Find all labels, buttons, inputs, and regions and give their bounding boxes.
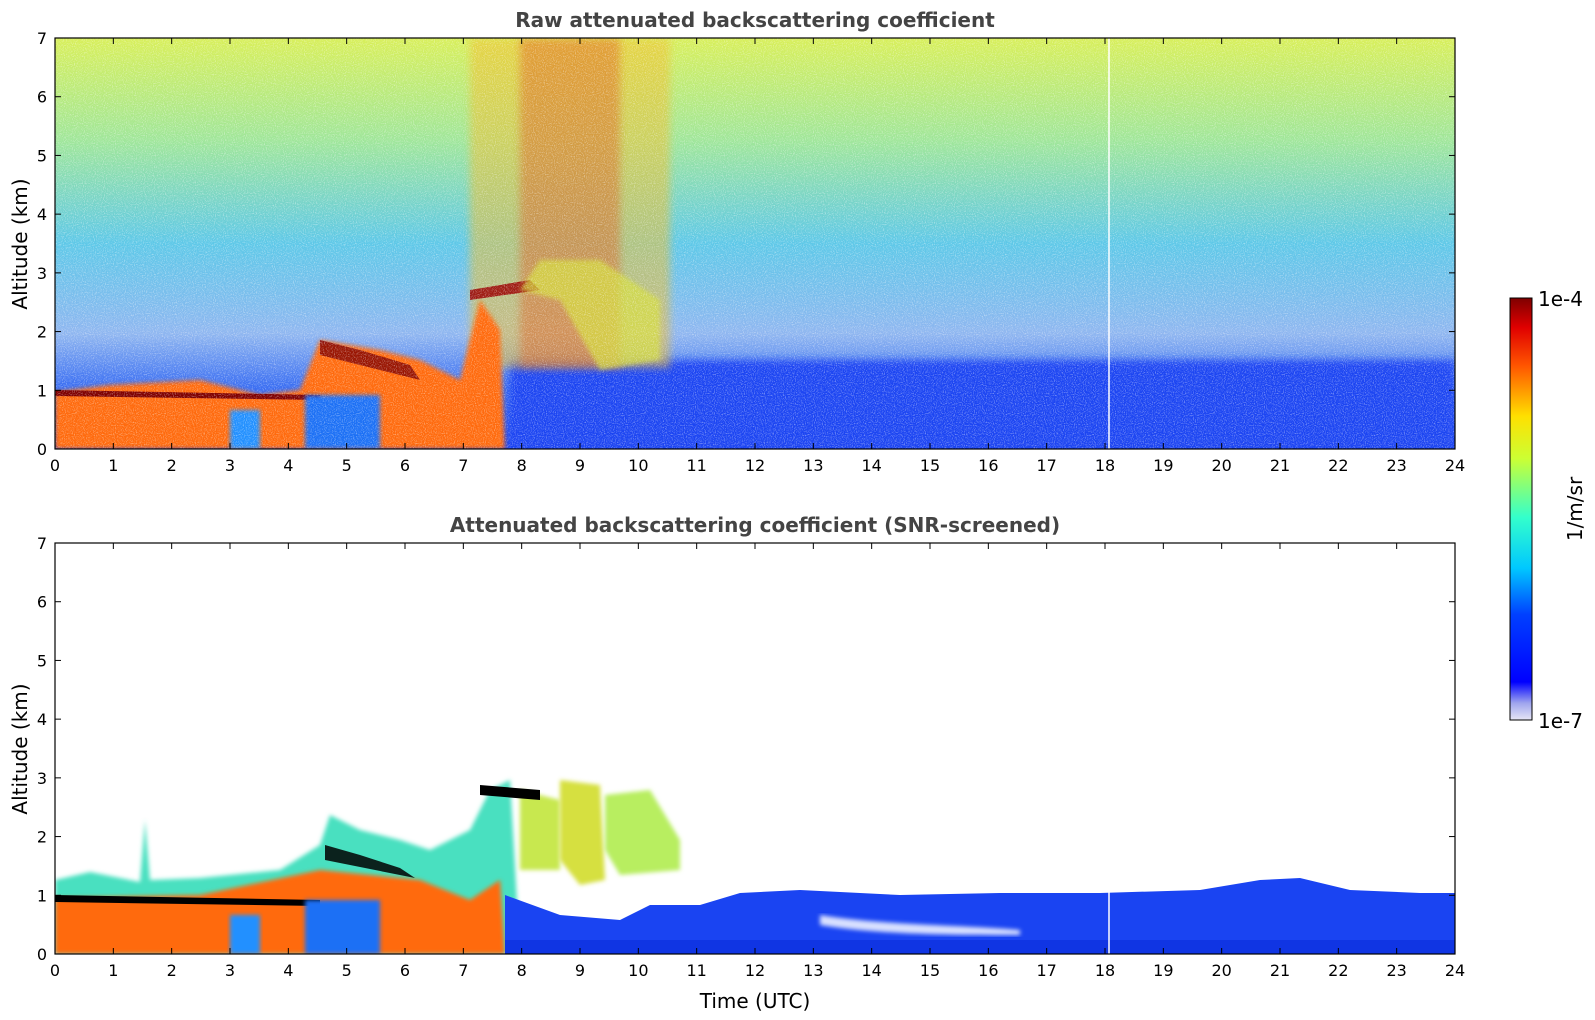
bottom-chart-title: Attenuated backscattering coefficient (S… — [450, 513, 1060, 537]
y-tick-label: 0 — [37, 440, 47, 459]
y-tick-label: 4 — [37, 710, 47, 729]
x-tick-label: 10 — [628, 456, 648, 475]
x-tick-label: 4 — [283, 456, 293, 475]
x-tick-label: 1 — [108, 961, 118, 980]
y-tick-label: 7 — [37, 29, 47, 48]
top-chart-x-axis: 0 1 2 3 4 5 6 7 8 9 10 11 12 13 14 15 16 17 18 19 20 21 22 23 24 — [50, 38, 1465, 475]
x-tick-label: 13 — [803, 961, 823, 980]
colorbar-units-label: 1/m/sr — [1563, 476, 1587, 541]
y-tick-label: 1 — [37, 381, 47, 400]
x-tick-label: 2 — [167, 961, 177, 980]
x-tick-label: 4 — [283, 961, 293, 980]
bottom-chart-heatmap — [55, 543, 1455, 954]
x-tick-label: 17 — [1036, 961, 1056, 980]
x-tick-label: 19 — [1153, 961, 1173, 980]
x-tick-label: 12 — [745, 961, 765, 980]
colorbar: 1e-4 1e-7 1/m/sr — [1509, 287, 1587, 733]
bottom-chart-xlabel: Time (UTC) — [699, 989, 811, 1013]
x-tick-label: 15 — [920, 961, 940, 980]
x-tick-label: 9 — [575, 961, 585, 980]
x-tick-label: 23 — [1386, 456, 1406, 475]
x-tick-label: 9 — [575, 456, 585, 475]
colorbar-min-label: 1e-7 — [1538, 709, 1583, 733]
colorbar-max-label: 1e-4 — [1538, 287, 1583, 311]
x-tick-label: 11 — [686, 961, 706, 980]
x-tick-label: 22 — [1328, 961, 1348, 980]
colorbar-gradient — [1509, 297, 1533, 721]
y-tick-label: 1 — [37, 886, 47, 905]
x-tick-label: 20 — [1211, 961, 1231, 980]
y-tick-label: 6 — [37, 593, 47, 612]
x-tick-label: 8 — [517, 961, 527, 980]
x-tick-label: 7 — [458, 961, 468, 980]
y-tick-label: 7 — [37, 534, 47, 553]
x-tick-label: 6 — [400, 961, 410, 980]
x-tick-label: 23 — [1386, 961, 1406, 980]
x-tick-label: 11 — [686, 456, 706, 475]
x-tick-label: 5 — [342, 961, 352, 980]
bottom-chart-x-axis: 0 1 2 3 4 5 6 7 8 9 10 11 12 13 14 15 16 17 18 19 20 21 22 23 24 — [50, 543, 1465, 980]
x-tick-label: 17 — [1036, 456, 1056, 475]
x-tick-label: 13 — [803, 456, 823, 475]
x-tick-label: 12 — [745, 456, 765, 475]
x-tick-label: 3 — [225, 456, 235, 475]
x-tick-label: 21 — [1270, 961, 1290, 980]
y-tick-label: 2 — [37, 323, 47, 342]
bottom-chart-ylabel: Altitude (km) — [8, 683, 32, 814]
y-tick-label: 4 — [37, 205, 47, 224]
x-tick-label: 14 — [861, 456, 881, 475]
x-tick-label: 18 — [1095, 456, 1115, 475]
x-tick-label: 6 — [400, 456, 410, 475]
top-chart-title: Raw attenuated backscattering coefficien… — [515, 8, 995, 32]
y-tick-label: 2 — [37, 828, 47, 847]
x-tick-label: 0 — [50, 961, 60, 980]
y-tick-label: 3 — [37, 264, 47, 283]
x-tick-label: 2 — [167, 456, 177, 475]
bottom-chart: Attenuated backscattering coefficient (S… — [8, 513, 1465, 1013]
y-tick-label: 0 — [37, 945, 47, 964]
x-tick-label: 16 — [978, 456, 998, 475]
top-chart-heatmap — [55, 38, 1455, 449]
x-tick-label: 24 — [1445, 456, 1465, 475]
top-chart: Raw attenuated backscattering coefficien… — [8, 8, 1465, 475]
x-tick-label: 7 — [458, 456, 468, 475]
x-tick-label: 10 — [628, 961, 648, 980]
x-tick-label: 21 — [1270, 456, 1290, 475]
x-tick-label: 3 — [225, 961, 235, 980]
x-tick-label: 5 — [342, 456, 352, 475]
x-tick-label: 19 — [1153, 456, 1173, 475]
x-tick-label: 22 — [1328, 456, 1348, 475]
y-tick-label: 6 — [37, 88, 47, 107]
x-tick-label: 8 — [517, 456, 527, 475]
top-chart-ylabel: Altitude (km) — [8, 178, 32, 309]
x-tick-label: 0 — [50, 456, 60, 475]
x-tick-label: 15 — [920, 456, 940, 475]
x-tick-label: 20 — [1211, 456, 1231, 475]
x-tick-label: 16 — [978, 961, 998, 980]
x-tick-label: 14 — [861, 961, 881, 980]
y-tick-label: 3 — [37, 769, 47, 788]
y-tick-label: 5 — [37, 651, 47, 670]
y-tick-label: 5 — [37, 146, 47, 165]
x-tick-label: 24 — [1445, 961, 1465, 980]
x-tick-label: 18 — [1095, 961, 1115, 980]
top-chart-y-axis: 0 1 2 3 4 5 6 7 — [37, 29, 1455, 459]
bottom-chart-y-axis: 0 1 2 3 4 5 6 7 — [37, 534, 1455, 964]
x-tick-label: 1 — [108, 456, 118, 475]
